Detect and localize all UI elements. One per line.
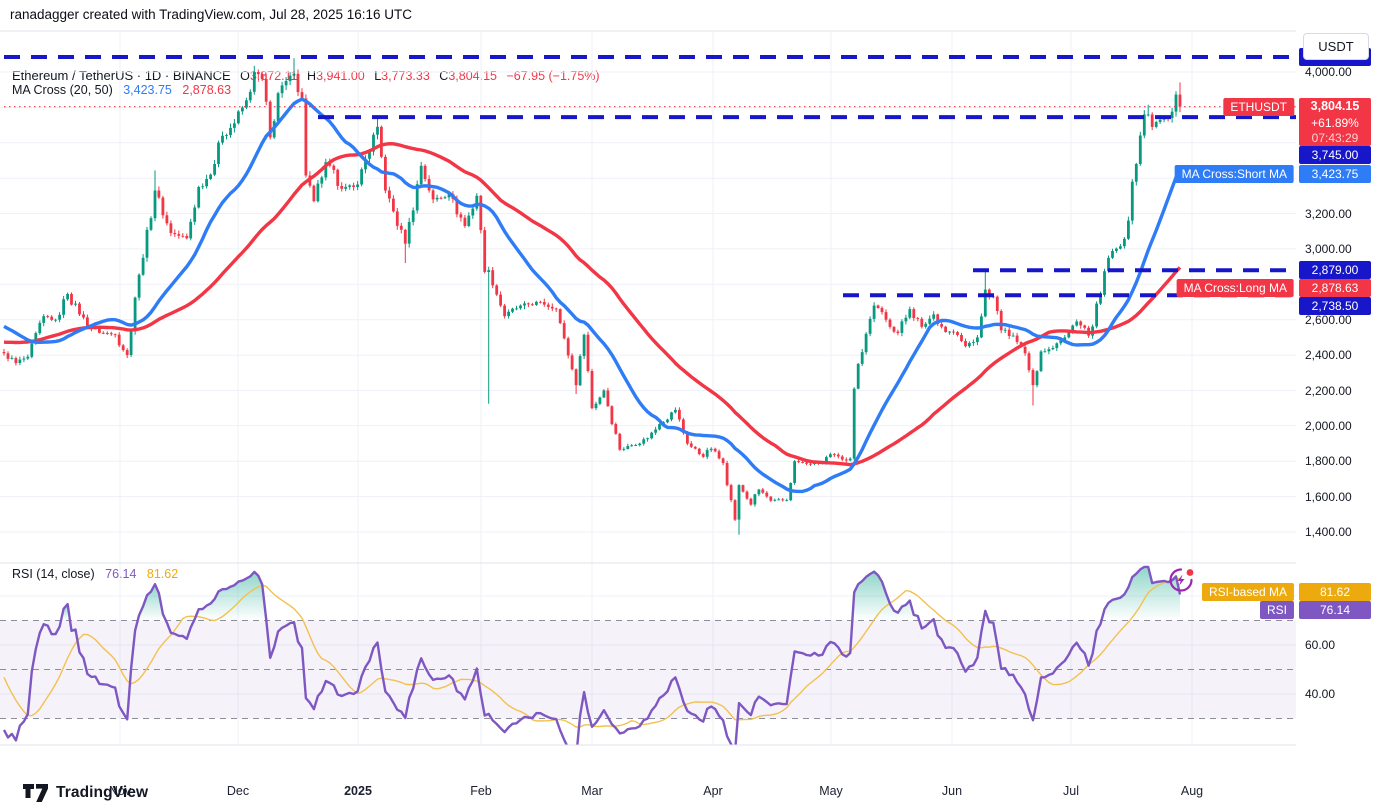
ma-cross-legend-row[interactable]: MA Cross (20, 50) 3,423.75 2,878.63 bbox=[12, 83, 231, 97]
price-tick: 3,000.00 bbox=[1305, 241, 1352, 256]
currency-toggle-button[interactable]: USDT bbox=[1303, 33, 1369, 60]
rsi-axis-label: 76.14 bbox=[1299, 601, 1371, 619]
gridlines bbox=[0, 31, 1296, 745]
rsi-value: 76.14 bbox=[105, 567, 137, 581]
change-value: −67.95 (−1.75%) bbox=[506, 69, 600, 83]
rsi-title: RSI (14, close) bbox=[12, 567, 95, 581]
candlestick-series bbox=[2, 58, 1182, 535]
time-axis-label: 2025 bbox=[344, 784, 372, 798]
ma-short-line bbox=[3, 97, 1182, 494]
time-axis-label: Nov bbox=[108, 784, 132, 798]
attribution-text: ranadagger created with TradingView.com,… bbox=[10, 7, 412, 22]
open-key: O bbox=[240, 69, 250, 83]
price-tick: 1,600.00 bbox=[1305, 489, 1352, 504]
rsi-pane bbox=[0, 565, 1296, 745]
price-tick: 2,600.00 bbox=[1305, 312, 1352, 327]
rsi-tick: 40.00 bbox=[1305, 687, 1336, 701]
price-tick: 1,400.00 bbox=[1305, 525, 1352, 539]
attribution-bar: ranadagger created with TradingView.com,… bbox=[0, 0, 1376, 30]
time-axis-label: Dec bbox=[226, 784, 250, 798]
symbol-price-tag: ETHUSDT bbox=[1223, 97, 1294, 116]
low-value: 3,773.33 bbox=[381, 69, 430, 83]
time-axis-label: Jul bbox=[1063, 784, 1079, 798]
rsi-ma-tag: RSI-based MA bbox=[1201, 583, 1294, 601]
ma-long-value: 2,878.63 bbox=[182, 83, 232, 97]
rsi-tick: 60.00 bbox=[1305, 638, 1336, 652]
time-axis-label: Feb bbox=[470, 784, 492, 798]
close-value: 3,804.15 bbox=[448, 69, 497, 83]
ma-short-tag: MA Cross:Short MA bbox=[1174, 165, 1294, 183]
price-tick: 2,200.00 bbox=[1305, 383, 1352, 398]
low-key: L bbox=[374, 69, 382, 83]
high-key: H bbox=[307, 69, 317, 83]
chart-surface[interactable]: Ethereum / TetherUS · 1D · BINANCE O3,87… bbox=[0, 30, 1296, 777]
rsi-legend-row[interactable]: RSI (14, close) 76.14 81.62 bbox=[12, 567, 178, 581]
rsi-line bbox=[2, 565, 1182, 745]
tradingview-logo-icon bbox=[23, 784, 48, 802]
rsi-ma-line bbox=[3, 578, 1180, 728]
open-value: 3,872.11 bbox=[249, 69, 298, 83]
rsi-ma-value: 81.62 bbox=[146, 567, 179, 581]
price-tick: 2,400.00 bbox=[1305, 348, 1352, 363]
chart-canvas bbox=[0, 30, 1296, 746]
price-axis-label: 2,878.63 bbox=[1299, 279, 1371, 298]
price-tick: 3,200.00 bbox=[1305, 206, 1352, 221]
price-tick: 4,000.00 bbox=[1305, 65, 1352, 79]
high-value: 3,941.00 bbox=[316, 69, 365, 83]
price-tick: 2,000.00 bbox=[1305, 418, 1352, 433]
ma-cross-title: MA Cross (20, 50) bbox=[12, 83, 113, 97]
time-axis[interactable]: Nov Dec 2025 Feb Mar Apr May Jun Jul Aug bbox=[0, 775, 1297, 808]
time-axis-label: May bbox=[819, 784, 843, 798]
time-axis-label: Apr bbox=[703, 784, 723, 798]
symbol-title: Ethereum / TetherUS · 1D · BINANCE bbox=[12, 68, 231, 83]
price-scale[interactable]: USDT 4,000.00 3,200.00 3,000.00 2,600.00 2,4… bbox=[1297, 30, 1376, 777]
price-tick: 1,800.00 bbox=[1305, 454, 1352, 469]
time-axis-label: Aug bbox=[1180, 784, 1204, 798]
ma-long-tag: MA Cross:Long MA bbox=[1176, 279, 1294, 298]
price-axis-label: 3,423.75 bbox=[1299, 165, 1371, 183]
tradingview-logo-text: TradingView bbox=[56, 784, 149, 801]
price-axis-label: 2,879.00 bbox=[1299, 261, 1371, 280]
ma-short-value: 3,423.75 bbox=[123, 83, 172, 97]
rsi-axis-label: 81.62 bbox=[1299, 583, 1371, 601]
rsi-tag: RSI bbox=[1259, 601, 1294, 619]
symbol-price-label: 3,804.15 +61.89% 07:43:29 bbox=[1299, 97, 1371, 146]
time-axis-label: Mar bbox=[581, 784, 603, 798]
tradingview-logo[interactable]: TradingView bbox=[22, 781, 148, 805]
price-axis-label: 3,745.00 bbox=[1299, 145, 1371, 164]
close-key: C bbox=[439, 69, 449, 83]
ma-long-line bbox=[3, 142, 1182, 467]
price-pane bbox=[2, 55, 1296, 535]
price-axis-label: 2,738.50 bbox=[1299, 297, 1371, 316]
flash-events-icon[interactable] bbox=[1167, 566, 1195, 599]
time-axis-label: Jun bbox=[941, 784, 963, 798]
